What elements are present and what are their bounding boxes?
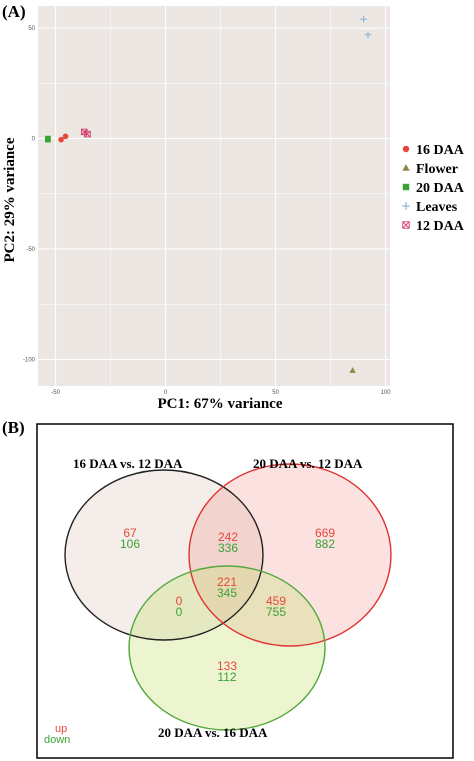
plot-panel-background [38,6,390,386]
data-point-20-daa [45,135,51,142]
venn-down-count: 112 [217,670,236,684]
venn-set-title-1: 16 DAA vs. 12 DAA [73,456,183,471]
venn-up-count: 0 [176,594,183,608]
venn-up-count: 221 [217,575,237,589]
venn-down-count: 882 [315,537,335,551]
venn-up-count: 133 [217,659,237,673]
legend-label: 16 DAA [416,143,465,158]
venn-down-count: 336 [218,541,238,555]
x-tick-label: -50 [51,390,60,396]
venn-circle-2 [188,463,392,647]
pca-scatter-chart: -50 0 50 100 50 0 -50 -100 PC1: 67% variance P… [2,6,465,412]
venn-down-count: 0 [176,605,183,619]
x-axis-title: PC1: 67% variance [158,396,283,412]
y-tick-label: -50 [26,247,35,253]
venn-set-title-3: 20 DAA vs. 16 DAA [158,725,268,740]
y-tick-labels: 50 0 -50 -100 [23,26,36,363]
x-tick-label: 0 [164,390,168,396]
data-point-12-daa [80,128,88,136]
data-point-16-daa [58,136,64,143]
venn-up-count: 242 [218,530,238,544]
y-axis-title: PC2: 29% variance [2,137,18,262]
grid-lines [38,6,390,386]
legend-key-leaves [402,202,410,210]
venn-down-count: 755 [266,605,286,619]
y-tick-label: -100 [23,357,36,363]
data-point-16-daa [62,133,69,140]
venn-up-count: 459 [266,594,286,608]
legend-key-flower [402,164,410,171]
legend-key-20-daa [402,183,410,191]
venn-circles [64,463,392,731]
panel-b-label: (B) [2,418,25,437]
key-down-label: down [44,734,70,746]
legend-key-12-daa [402,221,410,229]
data-point-leaves [364,31,372,39]
venn-circle-3 [128,565,326,731]
venn-down-count: 345 [217,586,237,600]
x-tick-label: 50 [272,390,279,396]
panel-a-label: (A) [2,2,26,21]
venn-circle-1 [64,469,264,641]
legend-label: Flower [416,162,458,177]
legend-label: Leaves [416,200,458,215]
data-points [45,15,372,373]
venn-up-count: 67 [123,526,137,540]
y-tick-label: 0 [32,137,36,143]
key-up-label: up [55,723,67,735]
data-point-flower [349,367,356,373]
legend-label: 12 DAA [416,219,465,234]
x-tick-label: 100 [381,390,392,396]
y-tick-label: 50 [28,26,35,32]
data-point-leaves [360,15,367,23]
legend-key-16-daa [402,145,410,153]
legend: 16 DAA Flower 20 DAA Leaves 12 DAA [402,143,465,234]
venn-down-count: 106 [120,537,140,551]
venn-frame [36,423,454,759]
venn-set-title-2: 20 DAA vs. 12 DAA [253,456,363,471]
venn-up-count: 669 [315,526,335,540]
legend-label: 20 DAA [416,181,465,196]
x-tick-labels: -50 0 50 100 [51,390,391,396]
data-point-12-daa [84,130,91,138]
